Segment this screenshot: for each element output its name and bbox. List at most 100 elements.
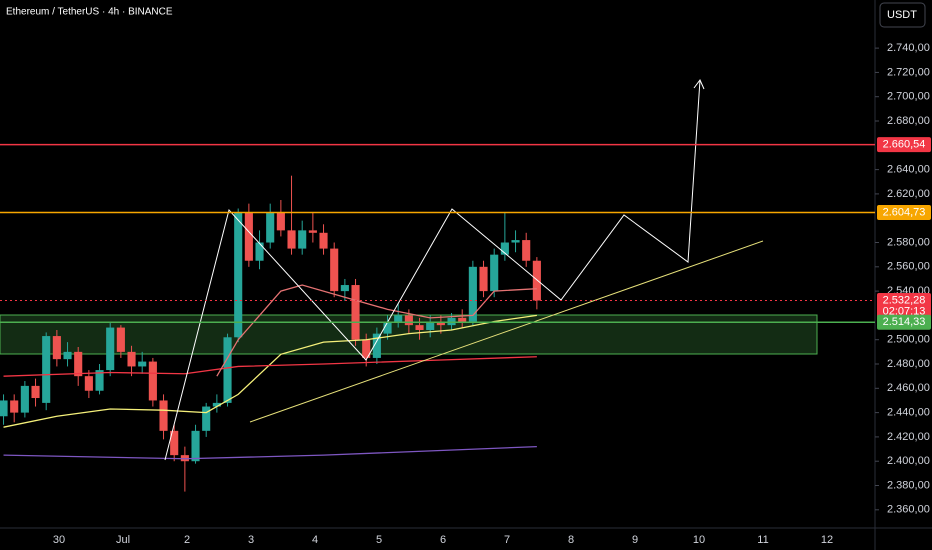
x-tick-label: 11 [757, 534, 768, 546]
y-tick-label: 2.620,00 [887, 188, 930, 200]
x-tick-label: 2 [184, 534, 190, 546]
indicator-line [216, 284, 537, 377]
candle-body [362, 339, 371, 358]
y-tick-label: 2.420,00 [887, 431, 930, 443]
y-tick-label: 2.360,00 [887, 504, 930, 516]
candle-body [319, 232, 328, 249]
candle-body [63, 351, 72, 360]
candle-body [191, 430, 200, 462]
price-label: 2.514,33 [883, 316, 926, 328]
candle-body [0, 400, 8, 417]
candle-body [266, 212, 275, 243]
candle-body [287, 230, 296, 249]
x-tick-label: 30 [53, 534, 65, 546]
candle-body [532, 260, 541, 301]
candle-body [426, 321, 435, 330]
x-tick-label: 7 [504, 534, 510, 546]
candle-body [468, 266, 477, 322]
candle-body [20, 385, 29, 413]
y-tick-label: 2.480,00 [887, 358, 930, 370]
x-tick-label: 6 [440, 534, 446, 546]
candle-body [170, 430, 179, 456]
x-tick-label: 10 [693, 534, 705, 546]
candle-body [74, 351, 83, 377]
candle-body [404, 315, 413, 326]
y-tick-label: 2.500,00 [887, 334, 930, 346]
candle-body [394, 315, 403, 322]
candle-body [479, 266, 488, 292]
candle-body [500, 242, 509, 255]
candle-body [148, 361, 157, 401]
price-label-box [877, 292, 931, 319]
candle-body [383, 321, 392, 334]
candle-body [244, 212, 253, 261]
symbol-title: Ethereum / TetherUS · 4h · BINANCE [6, 7, 173, 18]
x-tick-label: 5 [376, 534, 382, 546]
x-tick-label: 12 [821, 534, 833, 546]
candle-body [202, 406, 211, 431]
candle-body [127, 351, 136, 367]
currency-button[interactable] [879, 2, 926, 28]
price-label-box [877, 314, 931, 330]
candle-body [490, 254, 499, 292]
candle-body [42, 336, 51, 403]
trend-line [249, 240, 764, 423]
candle-body [436, 321, 445, 326]
candle-body [308, 230, 317, 233]
indicator-line [3, 314, 537, 428]
candle-body [458, 317, 467, 322]
y-tick-label: 2.400,00 [887, 455, 930, 467]
candle-body [95, 370, 104, 391]
candle-body [10, 400, 19, 413]
price-label-box [877, 137, 931, 153]
candle-body [330, 248, 339, 292]
price-label: 2.660,54 [883, 139, 926, 151]
candle-body [84, 376, 93, 391]
candle-body [340, 285, 349, 292]
y-tick-label: 2.700,00 [887, 91, 930, 103]
candle-body [276, 212, 285, 231]
y-tick-label: 2.680,00 [887, 115, 930, 127]
plot [0, 175, 541, 492]
x-tick-label: 8 [568, 534, 574, 546]
candle-body [298, 230, 307, 249]
price-label: 2.604,73 [883, 206, 926, 218]
candle-body [234, 212, 243, 338]
countdown-label: 02:07:13 [883, 305, 926, 317]
candle-body [415, 325, 424, 330]
price-label: 2.532,28 [883, 294, 926, 306]
indicator-line [3, 356, 537, 377]
y-tick-label: 2.440,00 [887, 407, 930, 419]
y-tick-label: 2.580,00 [887, 236, 930, 248]
x-tick-label: Jul [116, 534, 130, 546]
candle-body [138, 361, 147, 367]
y-tick-label: 2.460,00 [887, 382, 930, 394]
candle-body [31, 385, 40, 399]
y-tick-label: 2.720,00 [887, 66, 930, 78]
candle-body [447, 317, 456, 326]
arrow-head [693, 79, 705, 90]
y-tick-label: 2.560,00 [887, 261, 930, 273]
x-tick-label: 9 [632, 534, 638, 546]
x-tick-label: 3 [248, 534, 254, 546]
projection-path [164, 79, 701, 461]
candle-body [106, 327, 115, 371]
candle-body [511, 240, 520, 243]
candle-body [372, 333, 381, 358]
price-label-box [877, 204, 931, 220]
candle-body [351, 285, 360, 340]
candle-body [159, 400, 168, 431]
y-tick-label: 2.380,00 [887, 479, 930, 491]
currency-label[interactable]: USDT [887, 9, 917, 21]
candle-body [223, 337, 232, 403]
candle-body [116, 327, 125, 352]
y-tick-label: 2.640,00 [887, 164, 930, 176]
candle-body [52, 336, 61, 360]
x-tick-label: 4 [312, 534, 318, 546]
candle-body [255, 242, 264, 261]
indicator-line [3, 445, 537, 460]
candle-body [522, 240, 531, 261]
candle-body [212, 402, 221, 407]
